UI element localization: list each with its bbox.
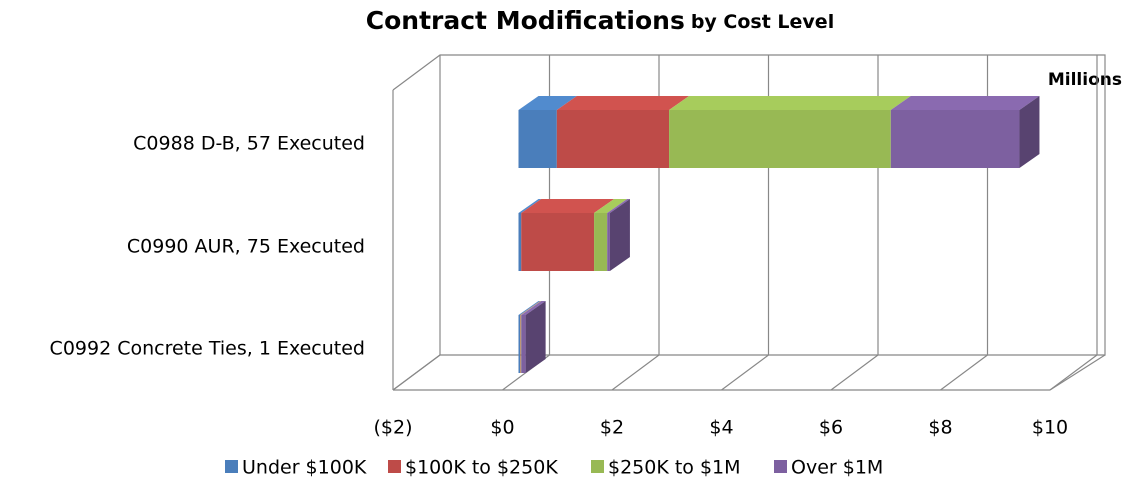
floor-grid-line xyxy=(940,354,988,391)
floor-grid-line xyxy=(721,354,769,391)
floor-right xyxy=(1049,354,1106,391)
x-tick-label: $6 xyxy=(819,417,843,439)
bar-top xyxy=(520,301,541,315)
legend-label: $100K to $250K xyxy=(405,457,558,479)
bar-front xyxy=(518,315,521,373)
legend-swatch xyxy=(225,460,238,473)
bar-segment xyxy=(521,301,546,373)
y-tick-label: C0988 D-B, 57 Executed xyxy=(133,133,365,155)
bar-front xyxy=(556,110,670,168)
x-tick-label: $10 xyxy=(1032,417,1068,439)
y-tick-label: C0992 Concrete Ties, 1 Executed xyxy=(50,338,365,360)
bar-front xyxy=(890,110,1020,168)
bar-side xyxy=(1019,96,1040,168)
legend-swatch xyxy=(591,460,604,473)
bar-segment xyxy=(607,199,630,271)
bar-top xyxy=(521,301,546,315)
subtitle: by Cost Level xyxy=(691,11,834,33)
bar-front xyxy=(520,315,522,373)
floor-grid-line xyxy=(611,354,660,391)
bar-segment xyxy=(520,301,541,373)
x-tick-label: $8 xyxy=(928,417,952,439)
bar-top xyxy=(594,199,628,213)
chart-title: Contract Modifications by Cost Level xyxy=(366,6,834,35)
plot-frame xyxy=(392,54,1106,391)
bar-top xyxy=(556,96,690,110)
bar-top xyxy=(669,96,911,110)
bar-side xyxy=(525,301,546,373)
bar-front xyxy=(518,110,557,168)
legend-label: Under $100K xyxy=(242,457,367,479)
bar-front xyxy=(520,315,521,373)
bar-front xyxy=(594,213,608,271)
bar-segment xyxy=(521,199,615,271)
bar-top xyxy=(890,96,1040,110)
annotation: Millions xyxy=(1048,70,1122,90)
title: Contract Modifications xyxy=(366,6,685,35)
bar-top xyxy=(518,301,541,315)
bar-segment xyxy=(518,96,577,168)
legend-label: Over $1M xyxy=(791,457,883,479)
bar-segment xyxy=(518,199,542,271)
bar-front xyxy=(669,110,891,168)
bar-top xyxy=(520,301,542,315)
bar-top xyxy=(518,199,542,213)
bar-segment xyxy=(518,301,541,373)
bar-segment xyxy=(890,96,1040,168)
floor-grid-line xyxy=(830,354,879,391)
x-tick-label: ($2) xyxy=(373,417,412,439)
bar-top xyxy=(521,199,615,213)
bar-segment xyxy=(669,96,911,168)
bar-top xyxy=(518,96,577,110)
bar-segment xyxy=(556,96,690,168)
legend-swatch xyxy=(388,460,401,473)
back-wall xyxy=(392,54,1106,391)
x-tick-label: $2 xyxy=(600,417,624,439)
legend-label: $250K to $1M xyxy=(608,457,741,479)
bar-segment xyxy=(594,199,628,271)
bar-side xyxy=(609,199,630,271)
y-tick-label: C0990 AUR, 75 Executed xyxy=(127,236,365,258)
bar-front xyxy=(607,213,610,271)
legend-swatch xyxy=(774,460,787,473)
x-tick-label: $4 xyxy=(709,417,733,439)
bar-segment xyxy=(520,301,542,373)
bar-front xyxy=(521,213,595,271)
x-tick-label: $0 xyxy=(490,417,514,439)
bar-front xyxy=(521,315,526,373)
bar-top xyxy=(607,199,630,213)
floor-grid-line xyxy=(1049,354,1098,391)
bar-front xyxy=(518,213,522,271)
